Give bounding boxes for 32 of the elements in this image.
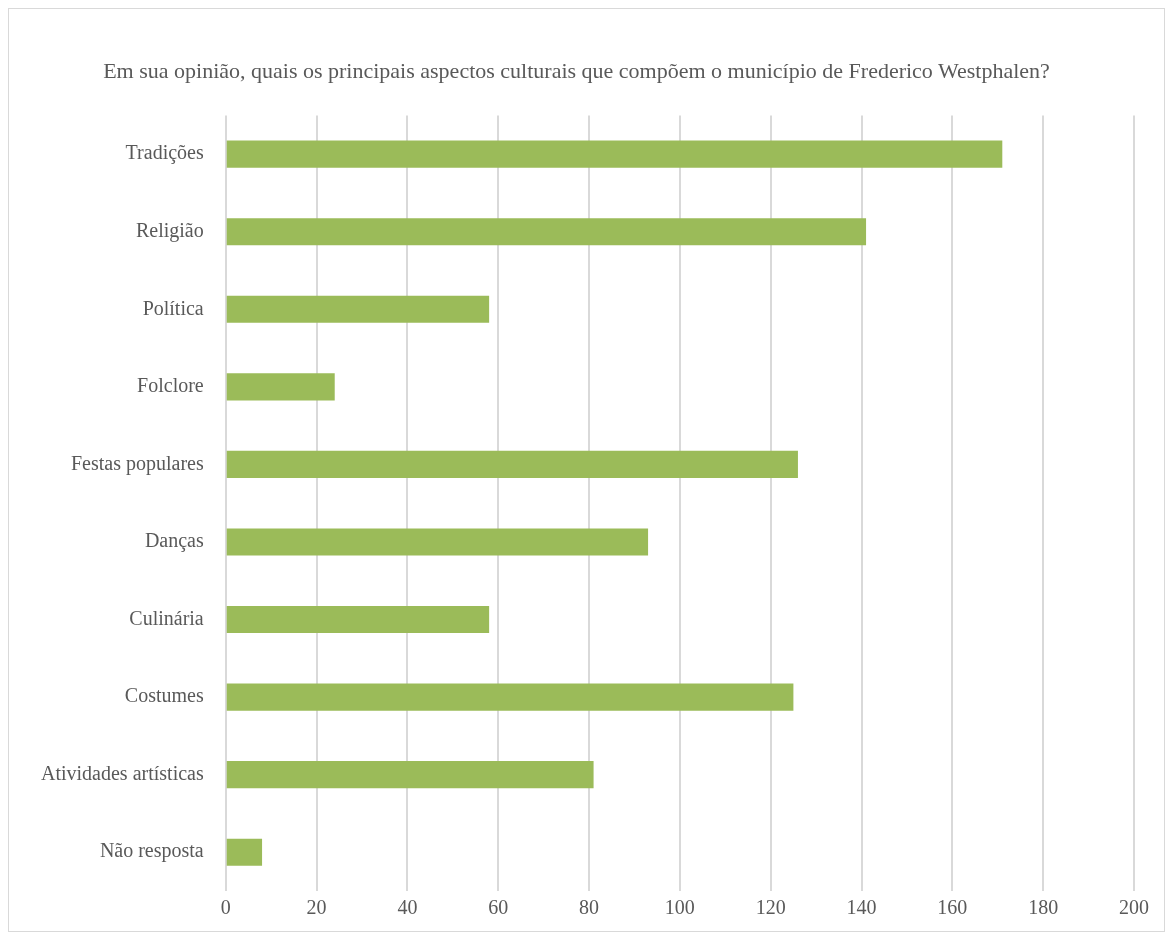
bar	[226, 450, 798, 478]
x-tick-label: 180	[1028, 896, 1059, 919]
x-tick-label: 80	[579, 896, 600, 919]
y-tick-label: Não resposta	[99, 839, 204, 863]
x-tick-label: 120	[755, 896, 786, 919]
bar	[226, 761, 594, 789]
bar	[226, 528, 649, 556]
bar	[226, 295, 490, 323]
x-tick-label: 140	[846, 896, 877, 919]
y-tick-label: Costumes	[124, 684, 204, 707]
bar	[226, 605, 490, 634]
chart-title: Em sua opinião, quais os principais aspectos culturais que compõem o município de Frederico Westphalen?	[103, 57, 1050, 83]
x-tick-label: 100	[664, 896, 695, 919]
x-tick-label: 160	[937, 896, 968, 919]
x-tick-label: 200	[1119, 896, 1149, 919]
y-tick-label: Atividades artísticas	[41, 761, 204, 784]
y-tick-label: Política	[142, 296, 204, 319]
x-tick-label: 40	[397, 896, 418, 919]
bar	[226, 218, 867, 246]
bar	[226, 683, 794, 711]
x-tick-label: 60	[488, 896, 509, 919]
bar	[226, 140, 1003, 168]
y-tick-label: Religião	[135, 218, 204, 242]
y-tick-label: Tradições	[125, 141, 204, 165]
bar	[226, 838, 263, 866]
bar	[226, 373, 335, 401]
y-tick-label: Festas populares	[70, 451, 204, 475]
x-tick-label: 20	[306, 896, 327, 919]
x-tick-label: 0	[220, 896, 231, 919]
y-tick-label: Folclore	[137, 374, 204, 397]
y-tick-label: Danças	[144, 529, 204, 553]
y-tick-label: Culinária	[129, 606, 204, 629]
